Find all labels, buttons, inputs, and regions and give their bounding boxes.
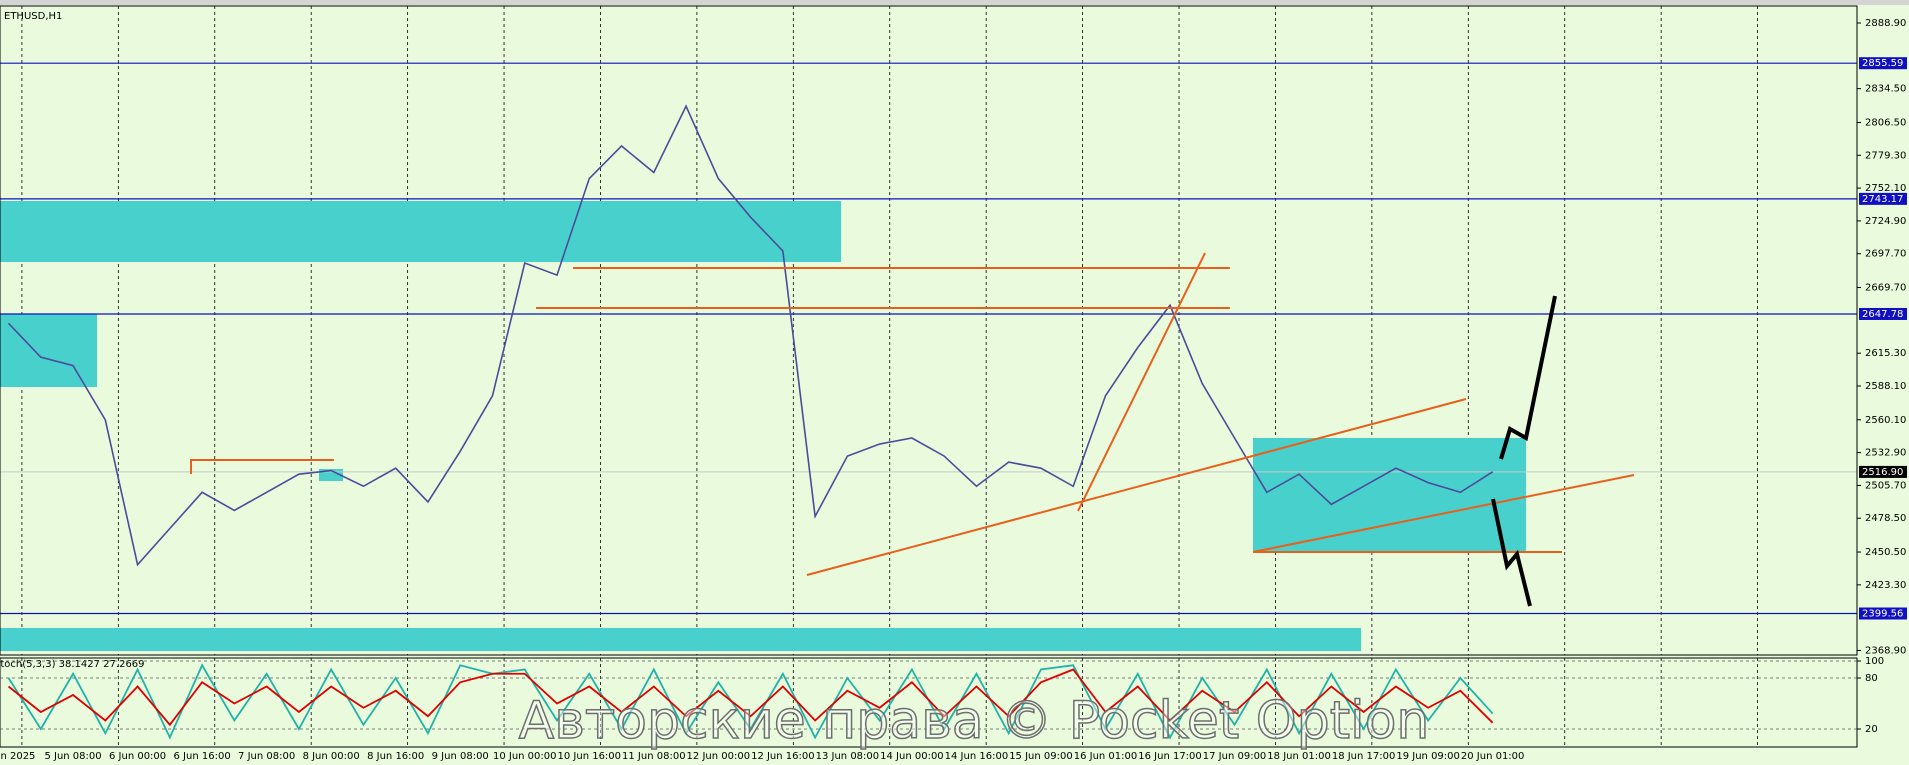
y-tick-label: 2588.10: [1865, 381, 1906, 392]
x-tick-label: 10 Jun 16:00: [558, 751, 622, 762]
x-tick-label: 16 Jun 17:00: [1138, 751, 1202, 762]
main-frame: [0, 5, 1858, 656]
price-level-label: 2647.78: [1862, 309, 1903, 320]
y-tick-label: 2834.50: [1865, 84, 1906, 95]
zones: [0, 201, 1526, 651]
arrow-up: [1499, 295, 1557, 460]
price-plot: 2888.90 2834.50 2806.50 2779.30 2752.10 2724.…: [7, 18, 1906, 657]
top-strip: [0, 0, 1909, 5]
y-tick-label: 2505.70: [1865, 480, 1906, 491]
trendlines: [190, 252, 1635, 576]
y-tick-label: 20: [1865, 724, 1878, 735]
symbol-title: ETHUSD,H1: [4, 11, 62, 22]
x-tick-label: 4 Jun 2025: [0, 751, 35, 762]
x-tick-label: 8 Jun 16:00: [367, 751, 424, 762]
price-level-tag: [1859, 192, 1907, 205]
x-tick-label: 16 Jun 01:00: [1074, 751, 1138, 762]
watermark: Авторские права © Pocket Option: [519, 691, 1430, 751]
time-grid: [21, 6, 1758, 747]
trendline: [1077, 252, 1206, 512]
x-tick-label: 12 Jun 16:00: [751, 751, 815, 762]
price-level-label: 2855.59: [1862, 58, 1903, 69]
y-tick-label: 100: [1865, 656, 1884, 667]
x-tick-label: 17 Jun 09:00: [1203, 751, 1267, 762]
series-line: [7, 663, 1494, 740]
y-tick-label: 2368.90: [1865, 646, 1906, 657]
y-tick-label: 80: [1865, 673, 1878, 684]
y-tick-label: 2724.90: [1865, 216, 1906, 227]
x-tick-label: 14 Jun 00:00: [880, 751, 944, 762]
x-tick-label: 11 Jun 08:00: [622, 751, 686, 762]
stoch-title: Stoch(5,3,3) 38.1427 27.2669: [0, 659, 145, 670]
y-tick-label: 2615.30: [1865, 348, 1906, 359]
y-tick-label: 2888.90: [1865, 18, 1906, 29]
y-tick-label: 2450.50: [1865, 547, 1906, 558]
y-tick-label: 2806.50: [1865, 117, 1906, 128]
y-tick-label: 2532.90: [1865, 448, 1906, 459]
y-tick-label: 2423.30: [1865, 580, 1906, 591]
x-tick-label: 7 Jun 08:00: [238, 751, 295, 762]
zone: [1253, 438, 1526, 552]
current-price-tag: [1859, 465, 1907, 478]
x-tick-label: 19 Jun 09:00: [1396, 751, 1460, 762]
y-tick-label: 2478.50: [1865, 513, 1906, 524]
price-level-tag: [1859, 607, 1907, 620]
forecast-arrows: [1491, 295, 1557, 607]
trendline: [190, 459, 334, 474]
stoch-frame: [0, 657, 1858, 748]
x-tick-label: 18 Jun 17:00: [1332, 751, 1396, 762]
levels: [0, 62, 1857, 615]
x-tick-label: 9 Jun 08:00: [432, 751, 489, 762]
x-tick-label: 20 Jun 01:00: [1461, 751, 1525, 762]
x-tick-label: 6 Jun 00:00: [109, 751, 166, 762]
x-tick-label: 6 Jun 16:00: [174, 751, 231, 762]
x-tick-label: 13 Jun 08:00: [816, 751, 880, 762]
x-tick-label: 14 Jun 16:00: [945, 751, 1009, 762]
y-tick-label: 2669.70: [1865, 283, 1906, 294]
arrow-down: [1491, 498, 1532, 607]
price-level-label: 2743.17: [1862, 194, 1903, 205]
y-tick-label: 2697.70: [1865, 249, 1906, 260]
zone: [0, 314, 97, 387]
series-line: [7, 104, 1494, 567]
x-tick-label: 8 Jun 00:00: [303, 751, 360, 762]
x-tick-label: 15 Jun 09:00: [1009, 751, 1073, 762]
current-price-label: 2516.90: [1862, 467, 1903, 478]
y-tick-label: 2752.10: [1865, 183, 1906, 194]
x-tick-label: 10 Jun 00:00: [493, 751, 557, 762]
zone: [0, 201, 841, 262]
price-level-tag: [1859, 307, 1907, 320]
x-tick-label: 18 Jun 01:00: [1267, 751, 1331, 762]
y-tick-label: 2560.10: [1865, 415, 1906, 426]
x-tick-label: 12 Jun 00:00: [687, 751, 751, 762]
trendline: [806, 398, 1467, 576]
price-level-label: 2399.56: [1862, 609, 1903, 620]
trendline: [1252, 474, 1635, 553]
stoch-plot: 100 80 20: [0, 656, 1884, 740]
series-line: [7, 668, 1494, 727]
price-level-tag: [1859, 57, 1907, 70]
x-tick-label: 5 Jun 08:00: [44, 751, 101, 762]
y-tick-label: 2779.30: [1865, 150, 1906, 161]
zone: [0, 628, 1361, 651]
